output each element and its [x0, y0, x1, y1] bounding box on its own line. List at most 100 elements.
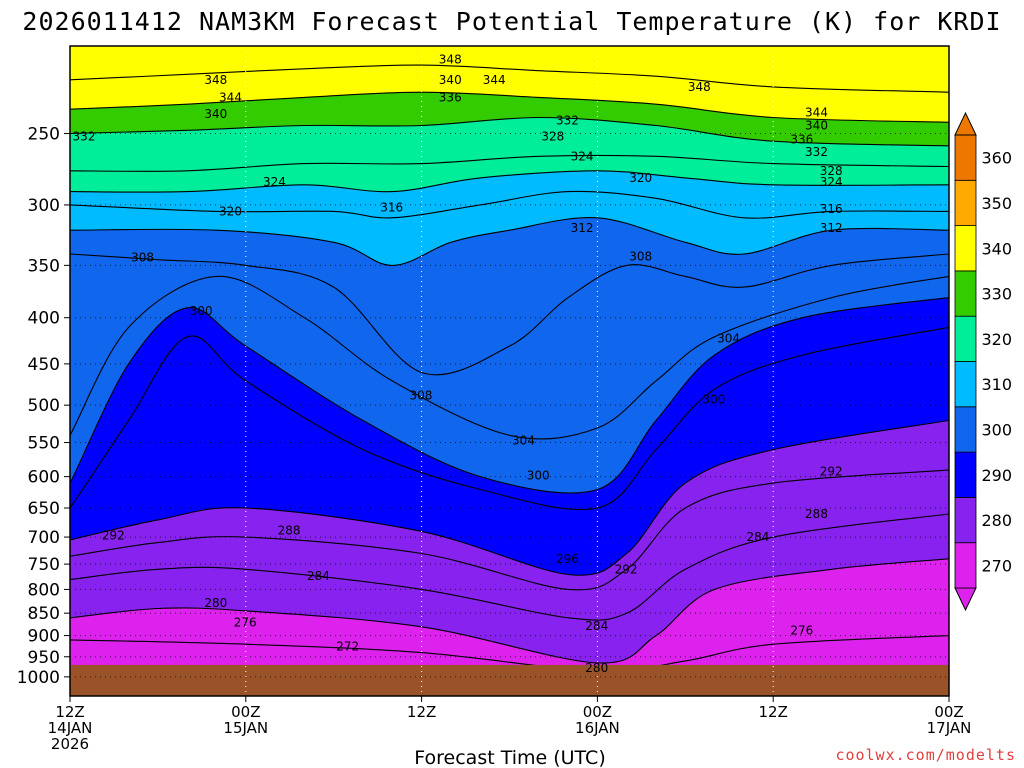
contour-line-312 [70, 217, 949, 266]
colorbar-label: 360 [981, 149, 1012, 168]
contour-label: 312 [571, 221, 594, 235]
x-axis-label: Forecast Time (UTC) [414, 747, 605, 768]
x-tick-label: 15JAN [223, 719, 268, 737]
contour-label: 324 [263, 175, 286, 189]
below-ground-area [70, 664, 949, 696]
contour-line-324 [70, 154, 949, 172]
y-tick-label: 650 [28, 499, 60, 519]
contour-label: 340 [805, 119, 828, 133]
contour-label: 292 [615, 562, 638, 576]
x-tick-label: 14JAN [48, 719, 93, 737]
contour-line-280 [70, 558, 949, 664]
contour-label: 280 [585, 661, 608, 675]
contour-label: 308 [629, 249, 652, 263]
colorbar-arrow-high [954, 111, 977, 136]
y-tick-label: 500 [28, 396, 60, 416]
contour-label: 276 [790, 623, 813, 637]
colorbar-swatch-7 [954, 225, 977, 272]
credit-text: coolwx.com/modelts [835, 746, 1016, 764]
y-tick-label: 900 [28, 627, 60, 647]
contour-label: 304 [512, 433, 535, 447]
contour-label: 348 [204, 73, 227, 87]
y-tick-label: 800 [28, 580, 60, 600]
contour-line-304 [70, 275, 949, 440]
contour-line-316 [70, 190, 949, 219]
contour-line-308 [70, 253, 949, 376]
y-tick-label: 400 [28, 309, 60, 329]
colorbar-swatch-6 [954, 270, 977, 317]
contour-fill-layer [70, 46, 949, 696]
colorbar-label: 330 [981, 285, 1012, 304]
colorbar-label: 290 [981, 466, 1012, 485]
colorbar-label: 340 [981, 239, 1012, 258]
fill-band-348 [70, 46, 949, 93]
chart-title: 2026011412 NAM3KM Forecast Potential Tem… [22, 7, 1001, 36]
contour-label: 284 [585, 619, 608, 633]
y-tick-label: 600 [28, 468, 60, 488]
y-tick-label: 250 [28, 124, 60, 144]
contour-label: 336 [790, 133, 813, 147]
y-tick-label: 350 [28, 256, 60, 276]
contour-label: 344 [805, 106, 828, 120]
colorbar-label: 350 [981, 194, 1012, 213]
x-tick-label: 16JAN [575, 719, 620, 737]
x-tick-label: 12Z [407, 703, 436, 721]
contour-label: 304 [717, 332, 740, 346]
contour-line-296 [70, 326, 949, 511]
contour-label: 276 [234, 615, 257, 629]
colorbar: 270 280 290 300 310 320 330 340 350 360 [954, 111, 1012, 612]
contour-label: 280 [204, 596, 227, 610]
y-tick-label: 750 [28, 555, 60, 575]
contour-label: 328 [820, 164, 843, 178]
contour-label: 300 [702, 393, 725, 407]
contour-label: 308 [131, 250, 154, 264]
contour-label: 288 [278, 523, 301, 537]
contour-line-320 [70, 170, 949, 193]
x-tick-label: 12Z [55, 703, 84, 721]
colorbar-arrow-low [954, 587, 977, 612]
contour-label: 332 [73, 130, 96, 144]
colorbar-swatch-4 [954, 361, 977, 408]
colorbar-label: 310 [981, 375, 1012, 394]
x-tick-label: 00Z [583, 703, 612, 721]
contour-line-332 [70, 116, 949, 147]
contour-label: 316 [820, 202, 843, 216]
colorbar-label: 300 [981, 421, 1012, 440]
contour-line-288 [70, 469, 949, 591]
y-tick-label: 1000 [17, 668, 60, 688]
contour-line-284 [70, 513, 949, 621]
contour-label: 320 [219, 204, 242, 218]
contour-label: 348 [688, 80, 711, 94]
colorbar-swatch-5 [954, 315, 977, 362]
contour-label: 316 [380, 201, 403, 215]
plot-frame [69, 45, 950, 697]
contour-label: 284 [307, 569, 330, 583]
contour-label: 320 [629, 171, 652, 185]
y-axis: 250 300 350 400 450 500 550 600 650 700 750 800 850 9… [17, 124, 70, 688]
contour-label: 332 [556, 114, 579, 128]
contour-label: 300 [190, 304, 213, 318]
y-tick-label: 550 [28, 434, 60, 454]
colorbar-swatch-9 [954, 134, 977, 181]
colorbar-swatch-2 [954, 451, 977, 498]
grid-lines [70, 46, 949, 696]
x-tick-label: 2026 [51, 735, 89, 753]
contour-line-348 [70, 64, 949, 93]
contour-label: 272 [336, 639, 359, 653]
colorbar-swatch-3 [954, 406, 977, 453]
contour-label: 296 [556, 552, 579, 566]
contour-label: 288 [805, 507, 828, 521]
x-tick-label: 00Z [231, 703, 260, 721]
contour-line-292 [70, 419, 949, 576]
contour-label: 300 [527, 468, 550, 482]
y-tick-label: 950 [28, 648, 60, 668]
x-tick-label: 12Z [759, 703, 788, 721]
contour-label: 332 [805, 145, 828, 159]
colorbar-swatch-8 [954, 179, 977, 227]
colorbar-label: 280 [981, 511, 1012, 530]
contour-label: 308 [409, 389, 432, 403]
contour-label: 324 [571, 149, 594, 163]
contour-label: 312 [820, 221, 843, 235]
